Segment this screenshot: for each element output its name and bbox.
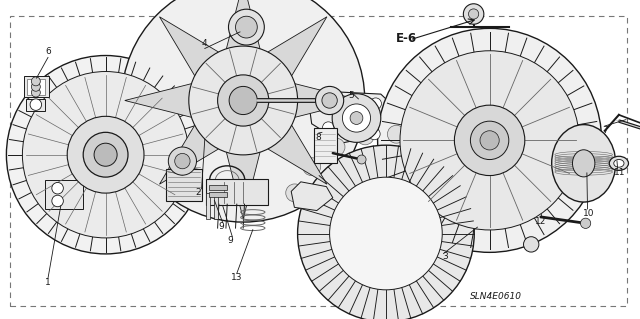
Bar (206, 193, 210, 219)
Ellipse shape (316, 86, 344, 115)
Ellipse shape (94, 143, 117, 166)
Ellipse shape (236, 16, 257, 38)
Ellipse shape (175, 153, 190, 169)
Ellipse shape (387, 125, 405, 143)
Ellipse shape (31, 77, 40, 86)
Ellipse shape (463, 174, 481, 193)
Ellipse shape (357, 155, 366, 164)
Polygon shape (295, 84, 362, 117)
Ellipse shape (330, 177, 442, 290)
Text: 10: 10 (583, 209, 595, 218)
Text: 9: 9 (228, 236, 233, 245)
Ellipse shape (444, 150, 461, 168)
Ellipse shape (322, 93, 337, 108)
Ellipse shape (303, 158, 321, 176)
Text: 12: 12 (535, 217, 547, 226)
Text: 2: 2 (196, 189, 201, 197)
Ellipse shape (31, 82, 40, 91)
Bar (24, 76, 49, 97)
Ellipse shape (324, 98, 335, 109)
Ellipse shape (228, 9, 264, 45)
Text: 4: 4 (202, 39, 207, 48)
Text: 6: 6 (45, 47, 51, 56)
Ellipse shape (609, 156, 628, 170)
Polygon shape (159, 17, 218, 76)
Ellipse shape (189, 46, 298, 155)
Ellipse shape (122, 0, 365, 222)
Ellipse shape (369, 128, 380, 140)
Ellipse shape (356, 127, 374, 145)
Ellipse shape (22, 71, 189, 238)
Ellipse shape (285, 184, 303, 202)
Ellipse shape (463, 4, 484, 24)
Text: 11: 11 (614, 168, 625, 177)
Ellipse shape (83, 132, 128, 177)
Ellipse shape (327, 138, 345, 156)
Ellipse shape (400, 51, 579, 230)
Text: 9: 9 (218, 222, 223, 231)
Ellipse shape (229, 86, 257, 115)
FancyBboxPatch shape (206, 179, 268, 205)
Text: 8: 8 (316, 133, 321, 142)
Ellipse shape (468, 9, 479, 19)
Polygon shape (309, 92, 397, 143)
Ellipse shape (454, 105, 525, 175)
Ellipse shape (524, 237, 539, 252)
Ellipse shape (168, 147, 196, 175)
Text: SLN4E0610: SLN4E0610 (470, 292, 522, 300)
Text: 5: 5 (348, 91, 353, 100)
Ellipse shape (332, 94, 381, 142)
Polygon shape (159, 125, 218, 184)
Bar (26, 99, 45, 111)
Polygon shape (125, 84, 191, 117)
Ellipse shape (573, 150, 595, 177)
Ellipse shape (370, 98, 381, 109)
Polygon shape (268, 125, 327, 184)
Polygon shape (291, 182, 333, 211)
Text: E-6: E-6 (396, 32, 417, 45)
Ellipse shape (580, 218, 591, 228)
Text: 7: 7 (602, 126, 607, 135)
Text: 3: 3 (442, 252, 447, 261)
Bar (209, 185, 227, 190)
Bar (166, 169, 202, 201)
Bar (209, 192, 227, 197)
Ellipse shape (342, 104, 371, 132)
Ellipse shape (614, 160, 624, 167)
Ellipse shape (52, 182, 63, 194)
Ellipse shape (67, 116, 144, 193)
Ellipse shape (298, 145, 474, 319)
Ellipse shape (417, 133, 435, 151)
Ellipse shape (378, 28, 602, 252)
Ellipse shape (552, 125, 616, 202)
Ellipse shape (31, 88, 40, 97)
Ellipse shape (52, 195, 63, 207)
Ellipse shape (470, 121, 509, 160)
Ellipse shape (30, 99, 42, 110)
Polygon shape (227, 0, 260, 49)
Bar (314, 128, 337, 163)
Bar (27, 79, 45, 95)
Bar (45, 180, 83, 209)
Ellipse shape (350, 112, 363, 124)
Ellipse shape (480, 131, 499, 150)
Text: 1: 1 (45, 278, 51, 287)
Polygon shape (268, 17, 327, 76)
Ellipse shape (218, 75, 269, 126)
Text: 13: 13 (231, 273, 243, 282)
Polygon shape (227, 152, 260, 219)
Ellipse shape (6, 56, 205, 254)
Ellipse shape (323, 122, 334, 133)
Bar (214, 193, 218, 219)
